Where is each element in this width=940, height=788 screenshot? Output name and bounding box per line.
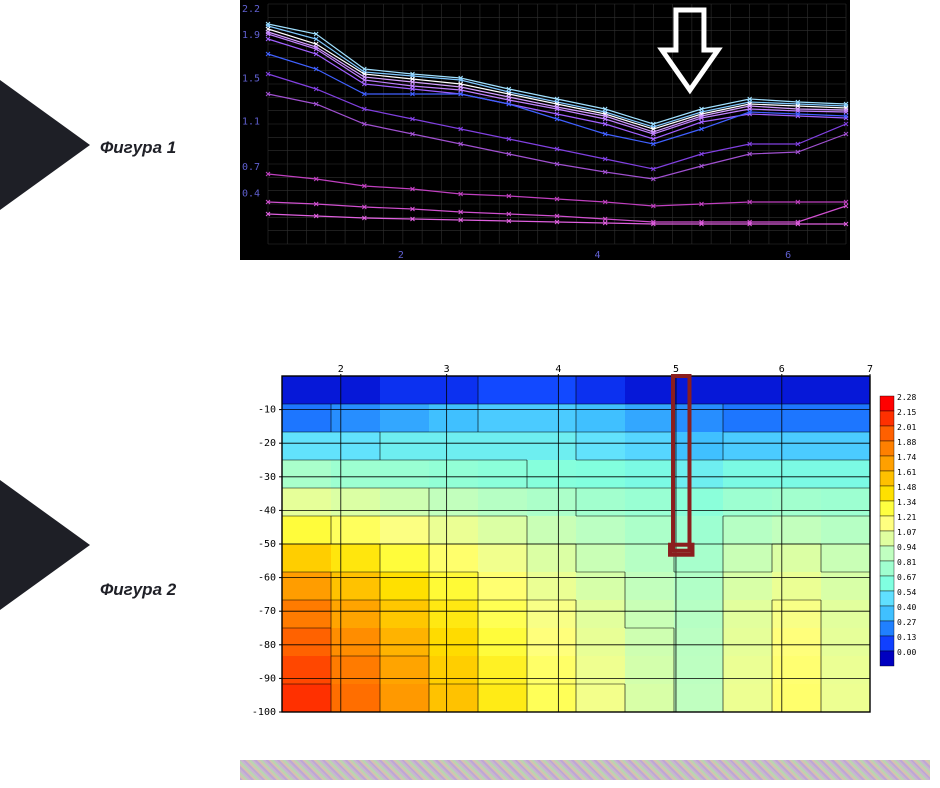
svg-text:-100: -100	[252, 707, 276, 718]
svg-text:6: 6	[779, 364, 785, 375]
svg-text:0.81: 0.81	[897, 558, 916, 567]
svg-text:2: 2	[398, 250, 404, 260]
svg-text:1.5: 1.5	[242, 73, 260, 84]
svg-text:1.48: 1.48	[897, 483, 916, 492]
svg-text:1.9: 1.9	[242, 30, 260, 41]
svg-text:0.40: 0.40	[897, 603, 916, 612]
svg-text:0.54: 0.54	[897, 588, 916, 597]
svg-text:-90: -90	[258, 673, 276, 684]
svg-text:7: 7	[867, 364, 873, 375]
svg-text:-30: -30	[258, 472, 276, 483]
svg-text:-60: -60	[258, 573, 276, 584]
svg-text:3: 3	[444, 364, 450, 375]
svg-text:4: 4	[555, 364, 561, 375]
svg-text:0.7: 0.7	[242, 162, 260, 173]
svg-text:4: 4	[594, 250, 600, 260]
svg-text:-10: -10	[258, 405, 276, 416]
noise-strip	[240, 760, 930, 780]
line-chart: 2.2 1.9 1.5 1.1 0.7 0.4 2 4 6	[240, 0, 850, 260]
svg-text:0.13: 0.13	[897, 633, 916, 642]
svg-text:1.21: 1.21	[897, 513, 916, 522]
svg-text:6: 6	[785, 250, 791, 260]
svg-text:0.94: 0.94	[897, 543, 916, 552]
svg-text:0.27: 0.27	[897, 618, 916, 627]
svg-text:1.74: 1.74	[897, 453, 916, 462]
svg-text:0.4: 0.4	[242, 189, 260, 200]
svg-text:-80: -80	[258, 640, 276, 651]
svg-text:0.00: 0.00	[897, 648, 916, 657]
svg-text:-50: -50	[258, 539, 276, 550]
svg-text:1.1: 1.1	[242, 117, 260, 128]
contour-heatmap: 2 3 4 5 6 7 -10 -20 -30 -40 -50 -60 -70 -80 -90 -100 2.2…	[240, 358, 930, 718]
svg-text:5: 5	[673, 364, 679, 375]
svg-text:1.61: 1.61	[897, 468, 916, 477]
figure-2-label: Фигура 2	[100, 580, 176, 600]
svg-text:2: 2	[338, 364, 344, 375]
svg-text:-70: -70	[258, 606, 276, 617]
svg-text:2.2: 2.2	[242, 4, 260, 15]
svg-text:2.28: 2.28	[897, 393, 916, 402]
svg-text:-20: -20	[258, 438, 276, 449]
svg-text:-40: -40	[258, 505, 276, 516]
svg-text:1.34: 1.34	[897, 498, 916, 507]
svg-text:2.01: 2.01	[897, 423, 916, 432]
svg-text:1.07: 1.07	[897, 528, 916, 537]
svg-text:2.15: 2.15	[897, 408, 916, 417]
svg-text:0.67: 0.67	[897, 573, 916, 582]
svg-text:1.88: 1.88	[897, 438, 916, 447]
figure-1-label: Фигура 1	[100, 138, 176, 158]
